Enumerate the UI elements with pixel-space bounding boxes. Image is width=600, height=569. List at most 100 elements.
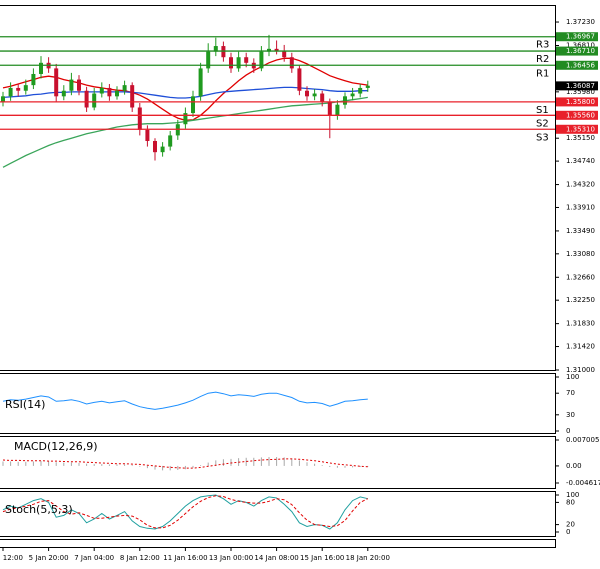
level-name: S1 — [536, 105, 549, 116]
candle-body — [259, 51, 264, 69]
candle-body — [8, 87, 13, 97]
indicator-title: MACD(12,26,9) — [14, 440, 98, 453]
y-tick-label: 1.34740 — [566, 157, 595, 165]
candle-body — [84, 90, 89, 108]
y-tick-label: 1.37230 — [566, 18, 595, 26]
candle-body — [137, 107, 142, 130]
candle-body — [320, 93, 325, 102]
level-price-label: 1.36456 — [566, 61, 595, 69]
level-name: R2 — [536, 54, 549, 65]
y-tick-label: 1.33080 — [566, 250, 595, 258]
y-tick-label: 100 — [566, 491, 579, 499]
x-tick-label: 8 Jan 12:00 — [120, 554, 160, 562]
indicator-title: Stoch(5,5,3) — [5, 503, 73, 516]
candle-body — [160, 146, 165, 153]
candle-body — [274, 48, 279, 51]
candle-body — [54, 68, 59, 97]
macd-signal — [2, 458, 368, 469]
current-price-box — [556, 81, 598, 91]
macd-panel-frame — [0, 436, 556, 489]
level-price-label: 1.36967 — [566, 33, 595, 41]
candle-body — [122, 85, 127, 91]
candle-body — [145, 129, 150, 142]
y-tick-label: 1.36810 — [566, 41, 595, 49]
level-price-label: 1.35560 — [566, 111, 595, 119]
candle-body — [198, 68, 203, 97]
y-tick-label: 0.007005 — [566, 436, 599, 444]
level-price-label: 1.36710 — [566, 47, 595, 55]
level-name: R1 — [536, 68, 549, 79]
candle-body — [213, 46, 218, 52]
candle-body — [1, 96, 5, 102]
indicator-line — [2, 391, 368, 410]
level-name: S3 — [536, 132, 549, 143]
candle-body — [61, 90, 66, 97]
candle-body — [153, 141, 157, 153]
indicator-line — [2, 494, 368, 530]
candle-body — [130, 85, 135, 108]
current-price-label: 1.36087 — [566, 82, 595, 90]
stoch-panel-frame — [0, 491, 556, 537]
candle-body — [327, 101, 332, 116]
y-tick-label: 0 — [566, 528, 570, 536]
y-tick-label: 80 — [566, 498, 575, 506]
y-tick-label: 1.31000 — [566, 366, 595, 374]
candle-body — [107, 87, 112, 97]
candle-body — [23, 85, 28, 91]
candle-body — [343, 96, 347, 105]
x-tick-label: 4 Jan 12:00 — [0, 554, 23, 562]
level-price-box — [556, 46, 598, 56]
candle-body — [267, 48, 271, 52]
candle-body — [115, 90, 119, 97]
candle-body — [350, 93, 355, 97]
candle-body — [358, 87, 363, 94]
y-tick-label: -0.004617 — [566, 479, 600, 487]
level-price-box — [556, 124, 598, 134]
y-tick-label: 1.34320 — [566, 181, 595, 189]
y-tick-label: 1.33910 — [566, 203, 595, 211]
candle-body — [183, 113, 188, 125]
y-tick-label: 20 — [566, 521, 575, 529]
y-tick-label: 0 — [566, 427, 570, 435]
x-tick-label: 7 Jan 04:00 — [74, 554, 114, 562]
y-tick-label: 0.00 — [566, 462, 582, 470]
candle-body — [99, 87, 104, 94]
y-tick-label: 1.31830 — [566, 320, 595, 328]
main-panel-frame — [0, 5, 556, 371]
indicator-title: RSI(14) — [5, 398, 45, 411]
candle-body — [92, 93, 97, 108]
candle-body — [335, 104, 340, 116]
candle-body — [31, 73, 36, 86]
y-tick-label: 1.35980 — [566, 88, 595, 96]
level-price-box — [556, 110, 598, 120]
candle-body — [77, 79, 81, 91]
y-tick-label: 100 — [566, 373, 579, 381]
candle-body — [206, 51, 211, 69]
level-name: R3 — [536, 40, 549, 51]
empty-panel-frame — [0, 539, 556, 548]
candle-body — [365, 85, 370, 88]
y-tick-label: 1.32660 — [566, 273, 595, 281]
x-tick-label: 15 Jan 16:00 — [300, 554, 344, 562]
candle-body — [39, 62, 43, 74]
rsi-panel-frame — [0, 373, 556, 434]
candle-body — [191, 96, 195, 114]
x-tick-label: 18 Jan 20:00 — [346, 554, 390, 562]
candle-body — [16, 87, 21, 91]
level-price-label: 1.35800 — [566, 98, 595, 106]
candle-body — [297, 68, 302, 91]
candle-body — [168, 135, 173, 147]
x-tick-label: 13 Jan 00:00 — [209, 554, 253, 562]
candle-body — [282, 50, 287, 58]
level-price-label: 1.35310 — [566, 125, 595, 133]
y-tick-label: 30 — [566, 411, 575, 419]
y-tick-label: 70 — [566, 389, 575, 397]
y-tick-label: 1.32250 — [566, 296, 595, 304]
indicator-line — [2, 495, 369, 529]
y-tick-label: 1.35150 — [566, 134, 595, 142]
level-name: S2 — [536, 118, 549, 129]
candle-body — [69, 79, 74, 91]
x-tick-label: 14 Jan 08:00 — [254, 554, 298, 562]
